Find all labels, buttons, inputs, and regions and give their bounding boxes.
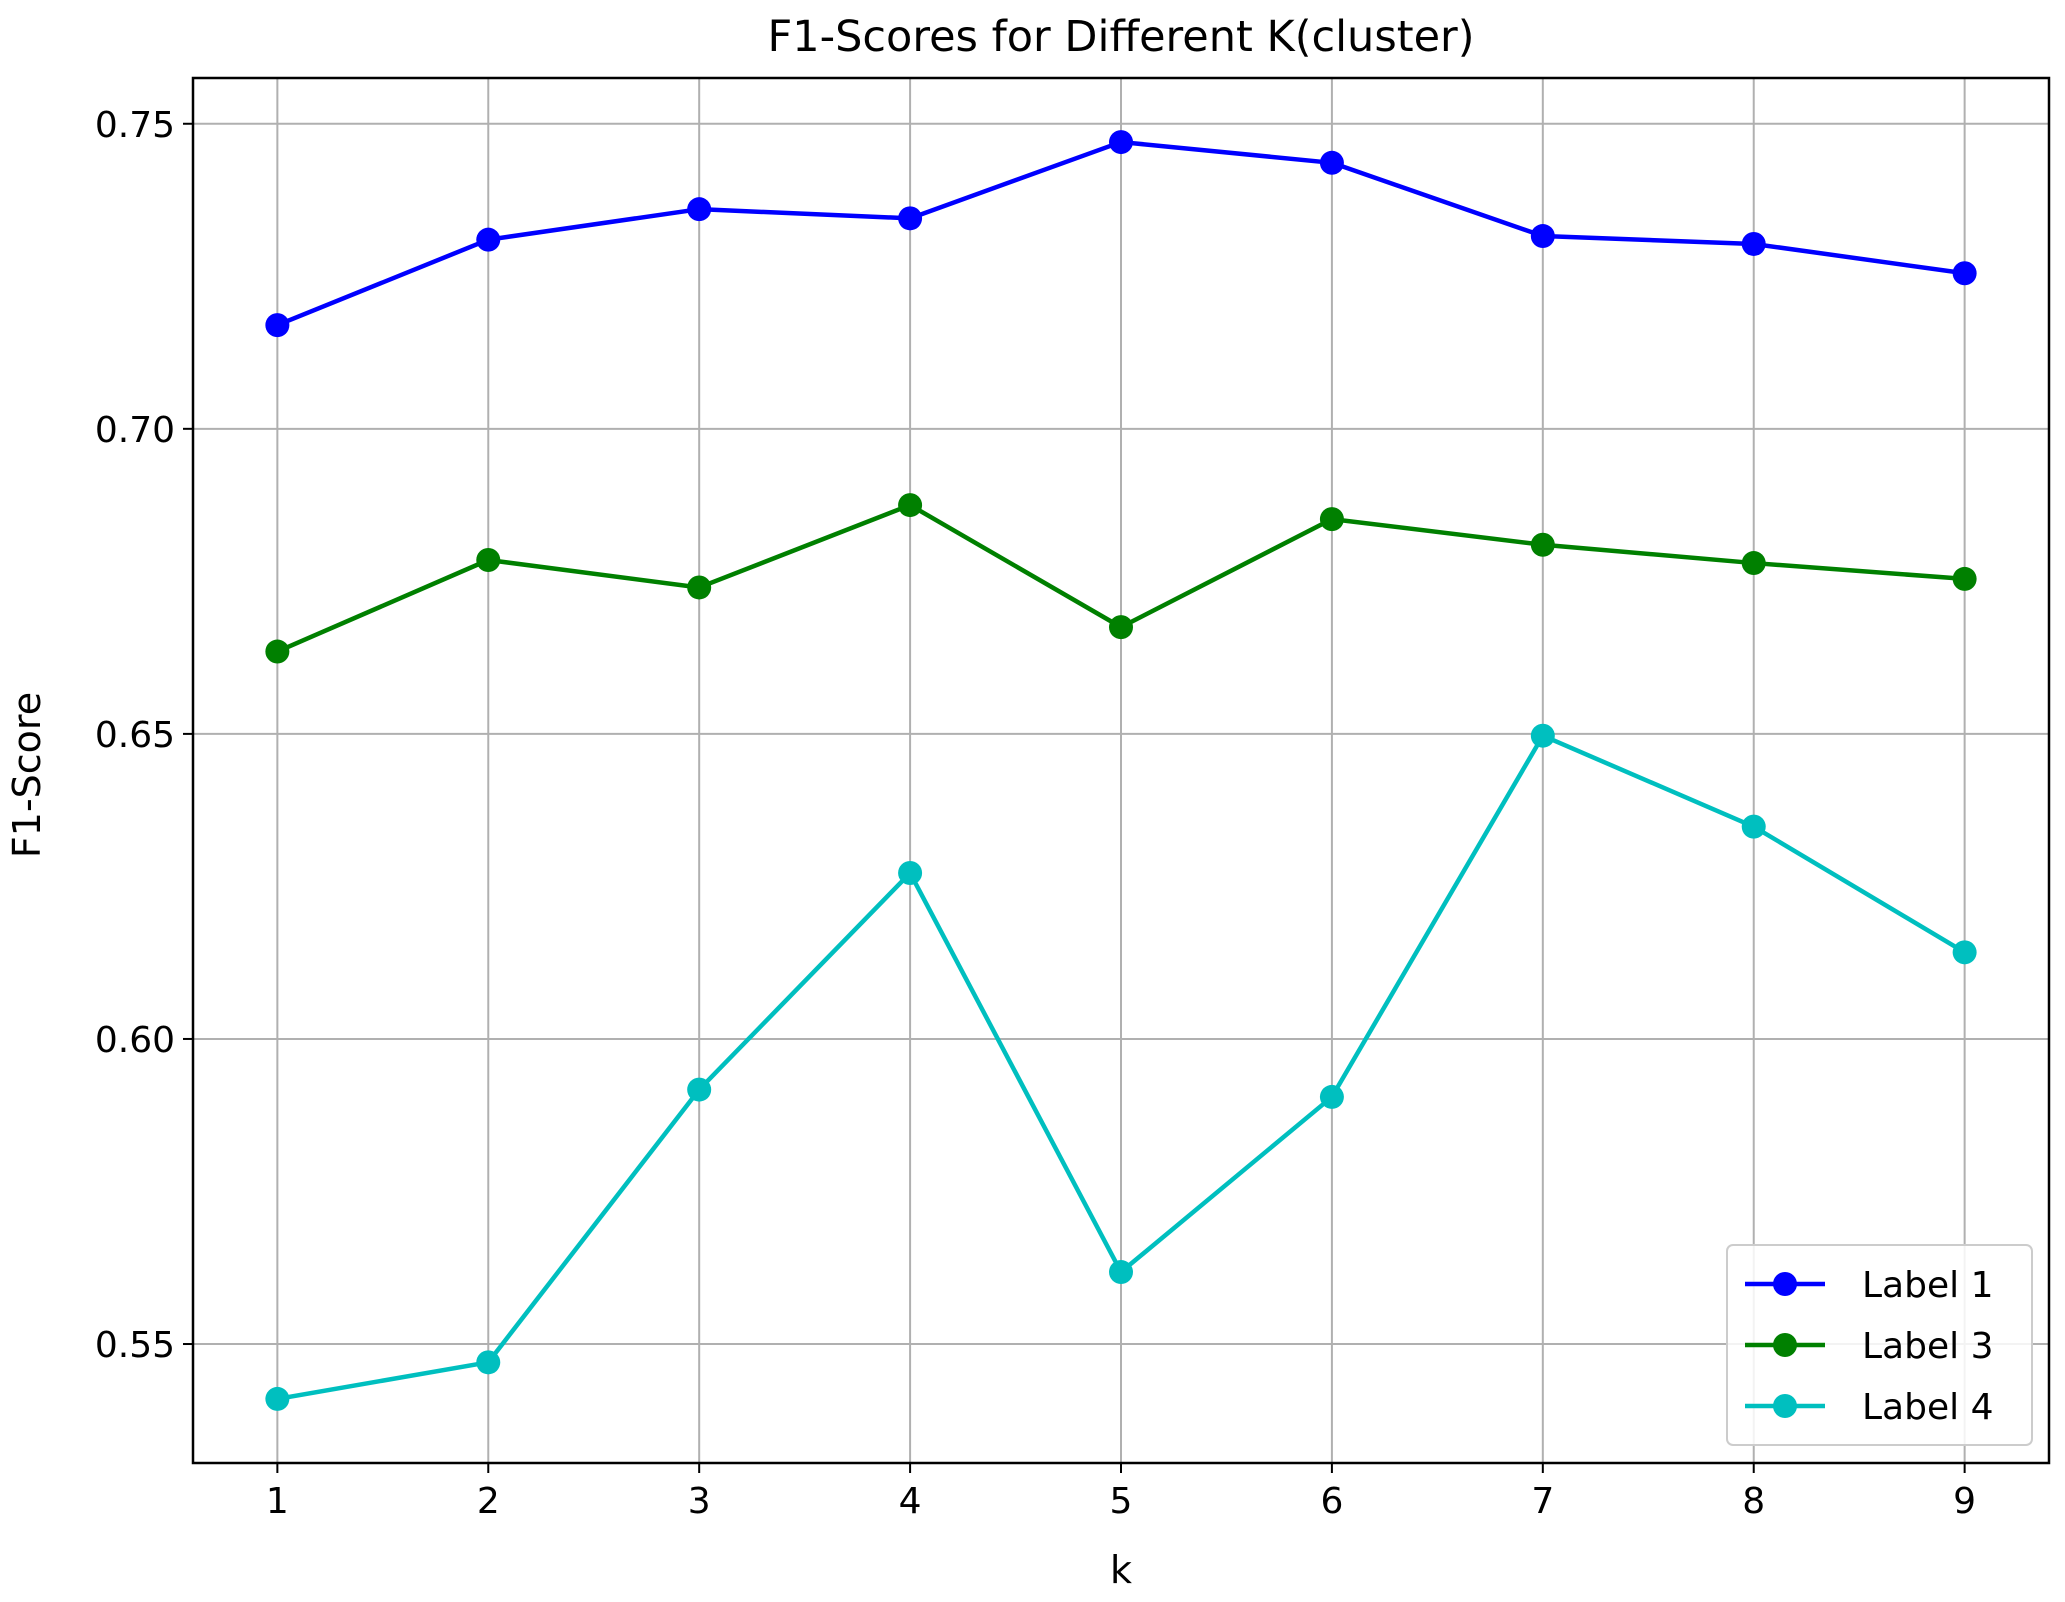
x-axis-title: k xyxy=(1110,1548,1132,1592)
x-axis: 1 2 3 4 5 6 7 8 9 xyxy=(266,1463,1976,1522)
data-point xyxy=(1530,723,1555,748)
data-point xyxy=(476,227,501,252)
series-group xyxy=(265,130,1977,1411)
data-point xyxy=(1741,551,1766,576)
data-point xyxy=(265,313,290,338)
data-point xyxy=(265,639,290,664)
legend-entry: Label 3 xyxy=(1745,1326,1993,1367)
x-tick-label: 3 xyxy=(688,1481,711,1522)
legend: Label 1 Label 3 Label 4 xyxy=(1726,1244,2033,1446)
y-axis-title: F1-Score xyxy=(5,692,49,858)
data-point xyxy=(1109,1260,1133,1285)
data-point xyxy=(265,1386,290,1411)
y-axis: 0.55 0.60 0.65 0.70 0.75 xyxy=(95,105,193,1366)
data-point xyxy=(1741,814,1766,839)
series-label-1 xyxy=(265,130,1977,338)
x-tick-label: 2 xyxy=(477,1481,500,1522)
data-point xyxy=(898,206,923,231)
data-point xyxy=(898,493,923,518)
data-point xyxy=(1952,940,1977,965)
legend-label: Label 4 xyxy=(1862,1387,1993,1428)
y-tick-label: 0.75 xyxy=(95,105,175,146)
x-tick-label: 6 xyxy=(1320,1481,1343,1522)
data-point xyxy=(687,1077,712,1102)
data-point xyxy=(687,197,712,222)
legend-marker xyxy=(1773,1272,1797,1296)
x-tick-label: 5 xyxy=(1110,1481,1133,1522)
x-tick-label: 7 xyxy=(1531,1481,1554,1522)
x-tick-label: 4 xyxy=(899,1481,922,1522)
data-point xyxy=(1109,130,1133,155)
series-label-3 xyxy=(265,493,1977,664)
data-point xyxy=(898,861,923,886)
series-label-4 xyxy=(265,723,1977,1411)
legend-entry: Label 4 xyxy=(1745,1387,1993,1428)
data-point xyxy=(1530,224,1555,249)
data-point xyxy=(1952,566,1977,591)
data-point xyxy=(1952,261,1977,286)
legend-marker xyxy=(1773,1394,1797,1418)
data-point xyxy=(687,575,712,600)
legend-box xyxy=(1726,1244,2033,1446)
legend-marker xyxy=(1773,1333,1797,1357)
chart-title: F1-Scores for Different K(cluster) xyxy=(767,12,1474,62)
legend-label: Label 1 xyxy=(1862,1265,1993,1306)
data-point xyxy=(476,1350,501,1375)
data-point xyxy=(1319,507,1344,532)
data-point xyxy=(476,548,501,573)
y-tick-label: 0.65 xyxy=(95,715,175,756)
x-tick-label: 1 xyxy=(266,1481,289,1522)
grid-lines xyxy=(193,78,2049,1463)
y-tick-label: 0.70 xyxy=(95,410,175,451)
data-point xyxy=(1741,231,1766,256)
data-point xyxy=(1319,150,1344,175)
legend-label: Label 3 xyxy=(1862,1326,1993,1367)
data-point xyxy=(1109,615,1133,640)
x-tick-label: 9 xyxy=(1953,1481,1976,1522)
y-tick-label: 0.60 xyxy=(95,1020,175,1061)
y-tick-label: 0.55 xyxy=(95,1325,175,1366)
x-tick-label: 8 xyxy=(1742,1481,1765,1522)
data-point xyxy=(1530,532,1555,557)
legend-entry: Label 1 xyxy=(1745,1265,1993,1306)
data-point xyxy=(1319,1084,1344,1109)
